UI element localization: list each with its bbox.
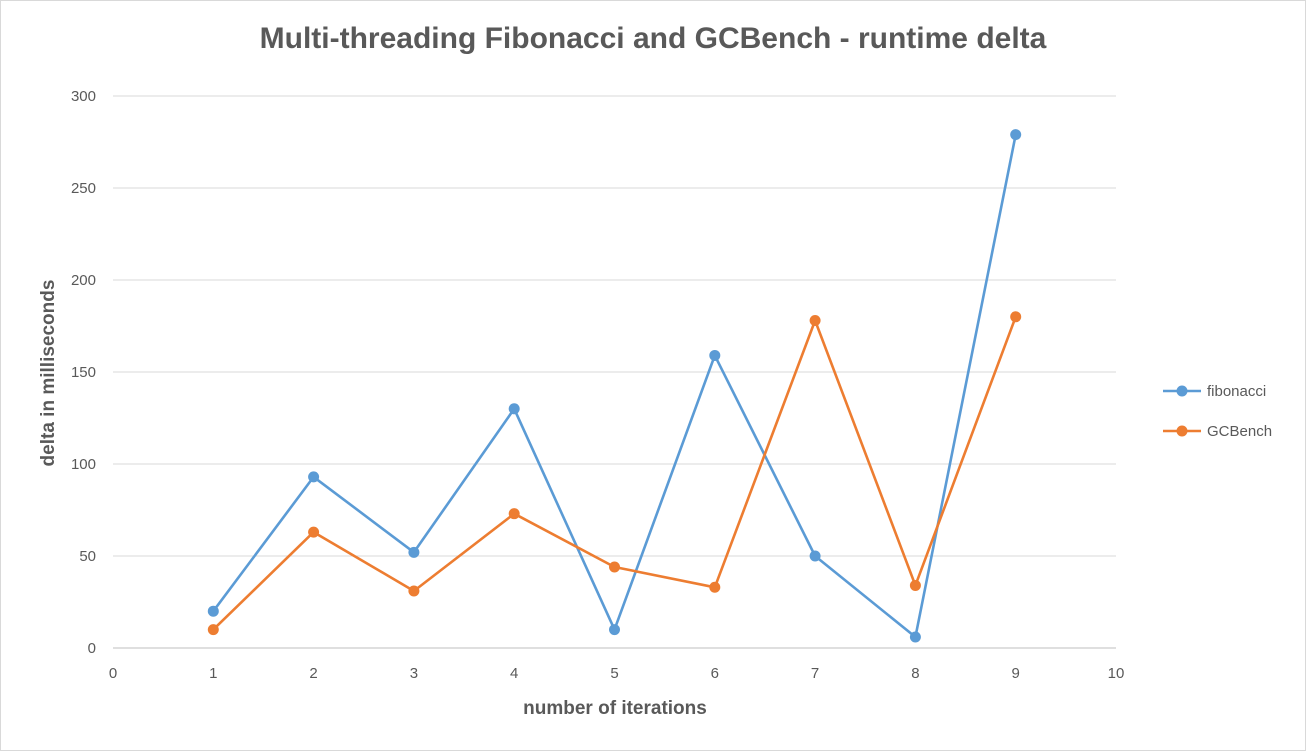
series-line-gcbench [212,316,1017,631]
legend: fibonacci GCBench [1163,383,1272,440]
data-point-fibonacci [709,349,721,361]
y-tick-label: 250 [71,180,96,197]
chart-title: Multi-threading Fibonacci and GCBench - … [259,22,1047,55]
y-tick-labels: 0 50 100 150 200 250 300 [71,88,96,657]
y-tick-label: 50 [79,548,96,565]
x-tick-label: 7 [811,665,819,682]
data-point-gcbench [508,508,520,520]
x-tick-label: 8 [911,665,919,682]
data-point-fibonacci [207,605,219,617]
data-point-fibonacci [609,624,620,636]
legend-label: GCBench [1207,423,1272,440]
x-tick-label: 6 [711,665,719,682]
data-point-gcbench [609,561,620,573]
y-tick-label: 300 [71,88,96,105]
plot-series [207,129,1022,643]
data-point-fibonacci [1010,129,1022,141]
y-axis-title: delta in milliseconds [38,280,59,467]
data-point-gcbench [207,624,219,636]
x-tick-label: 2 [309,665,317,682]
data-point-gcbench [709,581,721,593]
x-tick-label: 4 [510,665,518,682]
x-tick-label: 0 [109,665,117,682]
data-point-gcbench [308,526,320,538]
data-point-fibonacci [308,471,320,483]
x-tick-label: 3 [410,665,418,682]
x-tick-label: 10 [1108,665,1125,682]
x-axis-title: number of iterations [523,698,707,719]
data-point-fibonacci [408,546,420,558]
y-tick-label: 150 [71,364,96,381]
x-tick-label: 5 [610,665,618,682]
y-tick-label: 0 [88,640,96,657]
data-point-fibonacci [809,550,821,562]
legend-marker [1176,385,1188,397]
legend-marker [1176,425,1188,437]
data-point-fibonacci [508,403,520,415]
y-tick-label: 200 [71,272,96,289]
data-point-gcbench [1010,311,1022,323]
x-tick-labels: 0 1 2 3 4 5 6 7 8 9 10 [109,665,1125,682]
y-tick-label: 100 [71,456,96,473]
data-point-gcbench [408,585,420,597]
data-point-fibonacci [909,631,921,643]
x-tick-label: 9 [1012,665,1020,682]
data-point-gcbench [909,579,921,591]
x-tick-label: 1 [209,665,217,682]
legend-label: fibonacci [1207,383,1266,400]
data-point-gcbench [809,314,821,326]
